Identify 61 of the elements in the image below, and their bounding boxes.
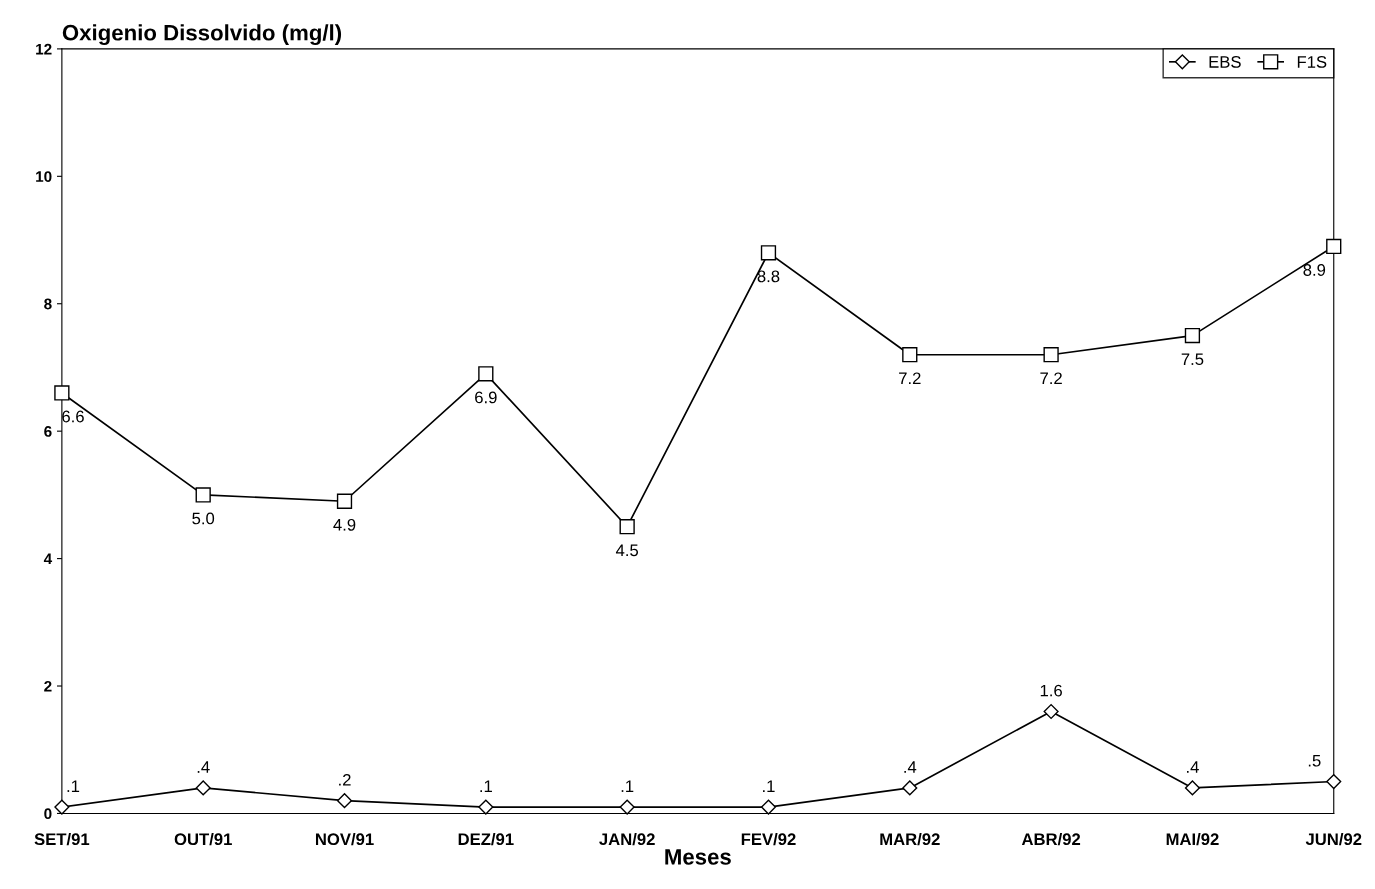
data-label: 4.5 <box>615 544 639 557</box>
point <box>760 245 777 261</box>
point <box>195 780 211 796</box>
x-tick-label: JAN/92 <box>599 832 655 846</box>
x-tick-label: NOV/91 <box>315 832 374 846</box>
y-tick-label: 6 <box>44 426 52 437</box>
x-tick-label: OUT/91 <box>174 832 232 846</box>
y-tick-label: 0 <box>44 808 52 820</box>
point <box>1184 327 1201 344</box>
data-label: .4 <box>1187 761 1199 773</box>
point <box>1043 347 1059 363</box>
data-label: 1.6 <box>1040 684 1062 697</box>
data-label: 7.5 <box>1181 353 1204 366</box>
x-tick-label: MAI/92 <box>1166 832 1219 846</box>
point <box>619 519 635 535</box>
data-label: .1 <box>480 780 492 792</box>
point <box>478 799 494 815</box>
point <box>619 799 635 815</box>
data-label: 5.0 <box>192 512 215 525</box>
data-label: 4.9 <box>333 518 356 531</box>
y-tick-label: 12 <box>36 43 52 55</box>
data-label: .2 <box>339 773 351 786</box>
y-tick-label: 8 <box>44 298 52 310</box>
x-tick-label: MAR/92 <box>880 832 940 846</box>
data-label: 7.2 <box>1040 372 1062 385</box>
point <box>336 493 353 509</box>
point <box>54 385 70 401</box>
chart-title: Oxigenio Dissolvido (mg/l) <box>62 24 342 46</box>
data-label: .1 <box>763 780 775 792</box>
x-tick-label: ABR/92 <box>1021 832 1081 846</box>
x-tick-label: SET/91 <box>34 832 90 846</box>
data-label: 8.8 <box>757 270 780 283</box>
data-label: 6.9 <box>475 391 497 404</box>
legend-label: F1S <box>1297 56 1327 68</box>
point <box>54 799 70 815</box>
data-label: 6.6 <box>62 410 84 423</box>
point <box>1326 238 1342 255</box>
y-tick-label: 2 <box>44 680 52 692</box>
y-tick-label: 10 <box>36 171 52 182</box>
data-label: .4 <box>904 761 917 773</box>
point <box>902 780 918 796</box>
data-label: 7.2 <box>899 372 921 385</box>
data-label: .1 <box>621 780 634 792</box>
x-tick-label: FEV/92 <box>741 832 796 846</box>
data-label: .1 <box>67 780 80 792</box>
data-label: .5 <box>1308 754 1321 767</box>
x-axis-title: Meses <box>665 849 731 865</box>
x-tick-label: JUN/92 <box>1305 832 1362 846</box>
legend-label: EBS <box>1209 56 1241 68</box>
point <box>1043 703 1059 720</box>
point <box>1326 774 1342 790</box>
point <box>195 487 211 503</box>
point <box>1184 780 1201 796</box>
data-label: 8.9 <box>1303 264 1326 276</box>
data-label: .4 <box>197 761 210 773</box>
point <box>478 366 494 382</box>
point <box>760 799 777 815</box>
y-tick-label: 4 <box>43 553 53 565</box>
point <box>902 347 918 363</box>
x-tick-label: DEZ/91 <box>458 832 514 846</box>
point <box>336 793 353 809</box>
